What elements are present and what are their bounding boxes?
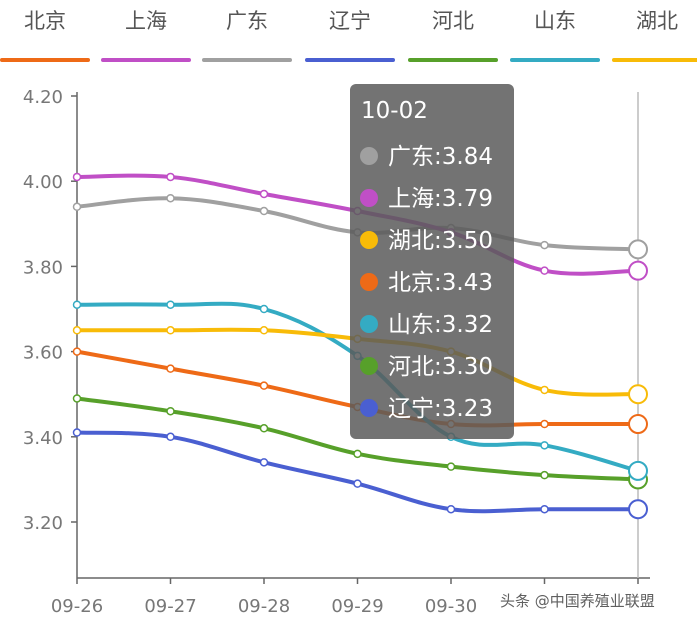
x-tick-label: 09-30: [425, 596, 477, 617]
tooltip-dot: [360, 272, 378, 291]
data-point: [540, 240, 549, 250]
chart-legend: 北京 上海 广东 辽宁 河北 山东 湖北: [0, 0, 697, 70]
tooltip-row: 辽宁:3.23: [360, 391, 493, 427]
legend-item-hebei[interactable]: 河北: [408, 6, 498, 62]
data-point: [72, 428, 82, 437]
data-point: [353, 449, 362, 459]
highlight-point: [628, 260, 648, 281]
legend-label: 辽宁: [329, 9, 371, 33]
data-point: [72, 300, 82, 309]
tooltip-row: 湖北:3.50: [360, 223, 493, 259]
data-point: [166, 193, 175, 203]
y-tick-label: 3.20: [23, 513, 63, 534]
legend-item-shanghai[interactable]: 上海: [101, 6, 191, 62]
data-point: [540, 470, 549, 480]
highlight-point: [628, 384, 648, 405]
legend-swatch: [305, 58, 395, 62]
legend-item-shandong[interactable]: 山东: [510, 6, 600, 62]
tooltip-row: 山东:3.32: [360, 307, 493, 343]
tooltip-text: 上海:3.79: [388, 186, 493, 212]
legend-label: 河北: [432, 9, 474, 33]
y-tick-label: 3.80: [23, 257, 63, 278]
x-tick-label: 09-28: [238, 596, 290, 617]
legend-label: 北京: [24, 9, 66, 33]
data-point: [166, 432, 175, 442]
tooltip-dot: [360, 146, 378, 165]
legend-swatch: [510, 58, 600, 62]
data-point: [166, 326, 175, 335]
tooltip-dot: [360, 356, 378, 375]
data-point: [72, 394, 82, 403]
data-point: [259, 424, 269, 433]
legend-swatch: [408, 58, 498, 62]
data-point: [166, 172, 175, 182]
tooltip-dot: [360, 314, 378, 333]
data-point: [259, 381, 269, 390]
legend-item-liaoning[interactable]: 辽宁: [305, 6, 395, 62]
data-point: [259, 206, 269, 216]
data-point: [259, 458, 269, 467]
tooltip-dot: [360, 188, 378, 207]
tooltip-row: 北京:3.43: [360, 265, 493, 301]
y-tick-label: 3.60: [23, 343, 63, 364]
highlight-point: [628, 499, 648, 520]
x-tick-label: 09-29: [331, 596, 383, 617]
tooltip-dot: [360, 398, 378, 417]
data-point: [540, 385, 549, 395]
legend-swatch: [101, 58, 191, 62]
tooltip-row: 河北:3.30: [360, 349, 493, 385]
data-point: [166, 406, 175, 416]
data-point: [540, 441, 549, 450]
tooltip-title: 10-02: [361, 98, 428, 124]
highlight-point: [628, 460, 648, 481]
data-point: [446, 462, 456, 471]
data-point: [72, 172, 82, 182]
tooltip-row: 上海:3.79: [360, 181, 493, 217]
data-point: [72, 202, 82, 212]
data-point: [259, 304, 269, 314]
data-point: [540, 419, 549, 429]
y-tick-label: 3.40: [23, 428, 63, 449]
data-point: [540, 266, 549, 275]
data-point: [72, 347, 82, 356]
tooltip-text: 广东:3.84: [388, 144, 493, 170]
tooltip-text: 湖北:3.50: [388, 228, 493, 254]
tooltip: 10-02 广东:3.84 上海:3.79 湖北:3.50 北京:3.43 山东…: [350, 84, 514, 439]
tooltip-text: 北京:3.43: [388, 270, 493, 296]
series-line: [76, 430, 638, 514]
legend-item-hubei[interactable]: 湖北: [612, 6, 697, 62]
legend-swatch: [0, 58, 90, 62]
tooltip-text: 河北:3.30: [388, 354, 493, 380]
x-tick-label: 09-27: [144, 596, 196, 617]
legend-label: 山东: [534, 9, 576, 33]
y-tick-label: 4.00: [23, 172, 63, 193]
data-point: [259, 189, 269, 199]
y-tick-label: 4.20: [23, 87, 63, 108]
data-point: [166, 300, 175, 309]
legend-label: 湖北: [636, 9, 678, 33]
data-point: [540, 504, 549, 514]
data-point: [259, 326, 269, 335]
highlight-point: [628, 239, 648, 260]
legend-item-guangdong[interactable]: 广东: [202, 6, 292, 62]
data-point: [353, 479, 362, 488]
legend-swatch: [202, 58, 292, 62]
tooltip-row: 广东:3.84: [360, 139, 493, 175]
tooltip-text: 辽宁:3.23: [388, 396, 493, 422]
legend-label: 广东: [226, 9, 268, 33]
highlight-point: [628, 414, 648, 435]
tooltip-text: 山东:3.32: [388, 312, 493, 338]
watermark: 头条 @中国养殖业联盟: [500, 592, 655, 610]
tooltip-dot: [360, 230, 378, 249]
legend-swatch: [612, 58, 697, 62]
data-point: [166, 364, 175, 373]
data-point: [72, 326, 82, 335]
legend-label: 上海: [125, 9, 167, 33]
data-point: [446, 504, 456, 514]
legend-item-beijing[interactable]: 北京: [0, 6, 90, 62]
x-tick-label: 09-26: [51, 596, 103, 617]
